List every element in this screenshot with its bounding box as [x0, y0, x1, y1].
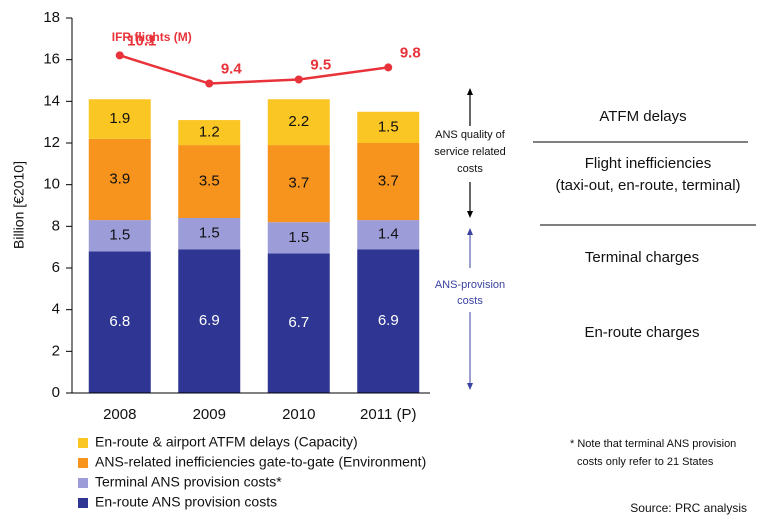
bar-segment — [267, 253, 330, 393]
y-tick-label: 14 — [43, 92, 60, 109]
line — [119, 54, 389, 85]
y-tick-label: 8 — [52, 217, 60, 234]
arrow-head — [467, 211, 473, 218]
annotation: ANS-provision — [435, 279, 505, 291]
bar-segment — [357, 220, 420, 250]
annotation: (taxi-out, en-route, terminal) — [555, 177, 740, 194]
line-point — [384, 63, 393, 72]
annotation: costs — [457, 163, 483, 175]
data-label: 6.9 — [199, 312, 220, 329]
data-label: 3.7 — [288, 175, 309, 192]
y-tick-label: 16 — [43, 51, 60, 68]
legend-swatch — [78, 458, 88, 468]
arrow-head — [467, 228, 473, 235]
bar-segment — [357, 111, 420, 143]
data-label: 1.5 — [288, 229, 309, 246]
y-tick-label: 10 — [43, 176, 60, 193]
data-label: 3.9 — [109, 170, 130, 187]
data-label: 1.9 — [109, 110, 130, 127]
legend-swatch — [78, 438, 88, 448]
annotation: service related — [434, 146, 506, 158]
bar-segment — [267, 99, 330, 146]
data-label: 9.4 — [221, 60, 243, 77]
annotation: En-route charges — [584, 324, 699, 341]
data-label: 1.5 — [109, 227, 130, 244]
legend-label: En-route & airport ATFM delays (Capacity… — [95, 434, 358, 450]
annotation: ANS quality of — [435, 129, 506, 141]
bar-segment — [178, 120, 241, 146]
data-label: 10.1 — [127, 32, 156, 49]
source: Source: PRC analysis — [630, 501, 747, 515]
data-label: 6.7 — [288, 314, 309, 331]
data-label: 2.2 — [288, 113, 309, 130]
x-tick-label: 2010 — [282, 406, 315, 423]
data-label: 1.4 — [378, 226, 399, 243]
annotation: Flight inefficiencies — [585, 155, 711, 172]
annotation: costs — [457, 295, 483, 307]
data-label: 1.5 — [378, 118, 399, 135]
bar-segment — [357, 143, 420, 221]
bar-segment — [88, 99, 151, 139]
data-label: 6.8 — [109, 313, 130, 330]
bar-segment — [178, 145, 241, 218]
data-label: 1.2 — [199, 124, 220, 141]
arrow-head — [467, 383, 473, 390]
annotation: ATFM delays — [599, 108, 686, 125]
bar-segment — [88, 251, 151, 393]
note: * Note that terminal ANS provision — [570, 438, 736, 450]
legend-swatch — [78, 478, 88, 488]
bar-segment — [88, 138, 151, 221]
arrow-head — [467, 88, 473, 95]
y-tick-label: 12 — [43, 134, 60, 151]
y-axis-label: Billion [€2010] — [11, 161, 27, 249]
legend-label: Terminal ANS provision costs* — [95, 474, 282, 490]
data-label: 3.7 — [378, 173, 399, 190]
line-point — [115, 51, 124, 60]
bar-segment — [357, 249, 420, 393]
data-label: 3.5 — [199, 173, 220, 190]
y-tick-label: 6 — [52, 259, 60, 276]
legend-label: En-route ANS provision costs — [95, 494, 277, 510]
legend-swatch — [78, 498, 88, 508]
x-tick-label: 2011 (P) — [360, 406, 416, 423]
y-tick-label: 4 — [52, 301, 60, 318]
data-label: 9.8 — [400, 44, 421, 61]
y-tick-label: 0 — [52, 384, 60, 401]
bar-segment — [267, 145, 330, 223]
data-label: 1.5 — [199, 225, 220, 242]
series-label: IFR flights (M) — [112, 30, 192, 44]
data-label: 9.5 — [310, 56, 331, 73]
data-label: 6.9 — [378, 312, 399, 329]
bar-segment — [267, 222, 330, 254]
bar-segment — [178, 249, 241, 393]
y-tick-label: 18 — [43, 9, 60, 26]
legend-label: ANS-related inefficiencies gate-to-gate … — [95, 454, 426, 470]
bar-segment — [178, 218, 241, 250]
x-tick-label: 2009 — [193, 406, 226, 423]
line-point — [294, 75, 303, 84]
note: costs only refer to 21 States — [577, 456, 714, 468]
bar-segment — [88, 220, 151, 252]
x-tick-label: 2008 — [103, 406, 136, 423]
line-point — [205, 79, 214, 88]
y-tick-label: 2 — [52, 342, 60, 359]
annotation: Terminal charges — [585, 249, 699, 266]
